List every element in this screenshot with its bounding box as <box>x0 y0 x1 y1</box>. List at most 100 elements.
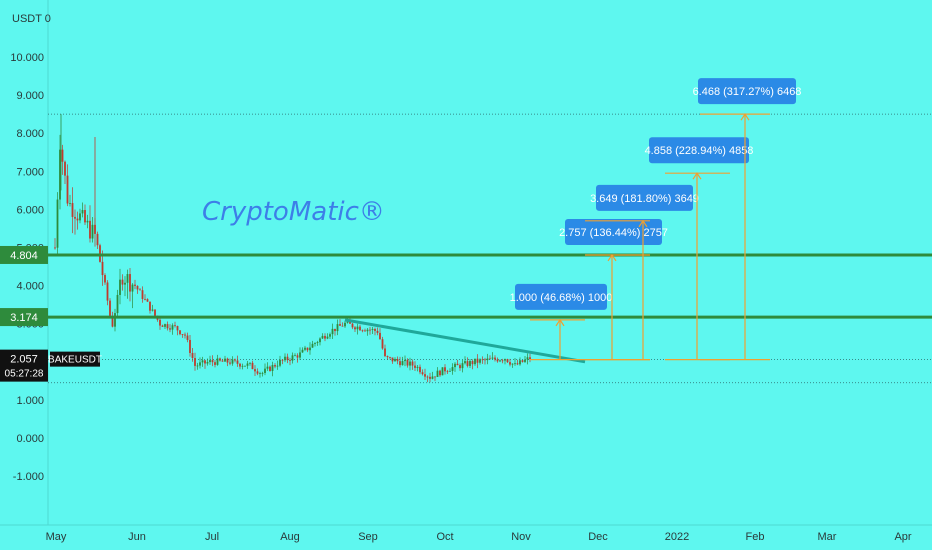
candle-body <box>336 324 339 332</box>
candle-body <box>239 363 241 367</box>
x-tick-label: Nov <box>511 531 531 543</box>
y-tick-label: 1.000 <box>16 395 44 407</box>
candle-body <box>234 359 236 361</box>
trendline[interactable] <box>344 318 586 364</box>
candle-body <box>69 203 71 204</box>
candle-body <box>436 370 439 378</box>
candle-body <box>166 324 169 329</box>
candle-body <box>426 376 429 378</box>
candle-body <box>159 319 161 326</box>
target-label-bg[interactable] <box>515 283 607 310</box>
x-tick-label: Aug <box>280 531 300 543</box>
candle-body <box>54 247 56 249</box>
candle-body <box>349 321 351 324</box>
candle-body <box>181 334 184 335</box>
candle-body <box>226 358 229 363</box>
level-tag-bg <box>0 245 48 264</box>
candle-body <box>339 324 341 326</box>
candle-body <box>429 376 431 379</box>
candle-body <box>126 274 129 283</box>
candle-body <box>404 359 406 362</box>
target-label-bg[interactable] <box>596 184 693 211</box>
candle-body <box>449 370 451 372</box>
candle-body <box>154 309 156 316</box>
candle-body <box>486 358 489 361</box>
candle-body <box>506 359 509 363</box>
y-tick-label: 0.000 <box>16 433 44 445</box>
target-label: 4.858 (228.94%) 4858 <box>645 145 754 157</box>
candle-body <box>209 360 211 363</box>
y-axis[interactable]: 10.0009.0008.0007.0006.0005.0004.0003.00… <box>10 52 44 483</box>
candle-body <box>131 284 134 292</box>
candle-body <box>271 365 274 371</box>
candle-body <box>369 329 371 331</box>
symbol-tag: BAKEUSDT <box>48 355 102 366</box>
x-axis[interactable]: May Jun Jul Aug Sep Oct Nov Dec 2022 Feb Mar Apr <box>46 531 912 543</box>
candle-body <box>479 359 481 363</box>
candle-body <box>366 329 369 332</box>
target-label-bg[interactable] <box>649 137 749 164</box>
candle-body <box>96 233 99 246</box>
current-price-bg <box>0 349 48 382</box>
candle-body <box>489 358 491 360</box>
candle-body <box>116 294 119 314</box>
candle-body <box>84 210 86 223</box>
candle-body <box>221 360 224 362</box>
target-arrow-head <box>692 172 702 180</box>
candle-body <box>76 218 79 221</box>
candle-body <box>526 357 529 360</box>
candles-layer <box>54 114 531 383</box>
candle-body <box>304 347 306 350</box>
targets-layer[interactable]: 1.000 (46.68%) 1000 2.757 (136.44%) 2757 3… <box>510 78 802 361</box>
target-arrow-head <box>638 219 648 228</box>
candle-body <box>71 203 74 217</box>
candle-body <box>434 376 436 378</box>
candle-body <box>111 315 114 327</box>
candle-body <box>394 358 396 362</box>
candle-body <box>104 275 106 283</box>
target-label-bg[interactable] <box>698 78 796 105</box>
y-tick-label: 8.000 <box>16 128 44 140</box>
candle-body <box>144 298 146 300</box>
candle-body <box>171 325 174 330</box>
candle-body <box>201 360 204 363</box>
candle-body <box>289 360 291 361</box>
candle-body <box>319 338 321 343</box>
y-tick-label: 9.000 <box>16 90 44 102</box>
candle-body <box>419 366 421 373</box>
candle-body <box>254 369 256 372</box>
candle-body <box>496 359 499 362</box>
candle-body <box>509 362 511 365</box>
x-tick-label: Mar <box>818 531 837 543</box>
candle-body <box>286 356 289 361</box>
target-label: 2.757 (136.44%) 2757 <box>559 227 668 239</box>
candle-body <box>219 358 221 361</box>
candle-body <box>89 220 91 239</box>
candle-body <box>214 362 216 365</box>
candle-body <box>186 335 189 340</box>
candle-body <box>134 284 136 286</box>
candle-body <box>376 330 379 333</box>
candle-body <box>476 358 479 363</box>
candle-body <box>411 361 414 366</box>
horizontal-levels[interactable]: 4.804 3.174 <box>0 245 932 327</box>
candle-body <box>334 328 336 332</box>
candle-body <box>121 279 124 285</box>
y-tick-label: 10.000 <box>10 52 44 64</box>
candle-body <box>516 363 519 365</box>
candle-body <box>519 360 521 365</box>
candle-body <box>461 363 464 369</box>
target-label-bg[interactable] <box>565 218 662 245</box>
candle-body <box>396 358 399 362</box>
candle-body <box>266 366 269 369</box>
target-arrow-head <box>555 318 565 327</box>
candle-body <box>139 289 141 291</box>
x-tick-label: Sep <box>358 531 378 543</box>
level-tag-label: 4.804 <box>10 250 38 262</box>
candle-body <box>326 336 329 339</box>
candle-body <box>109 300 111 316</box>
candle-body <box>216 358 219 365</box>
candle-body <box>474 358 476 365</box>
candle-body <box>146 299 149 302</box>
